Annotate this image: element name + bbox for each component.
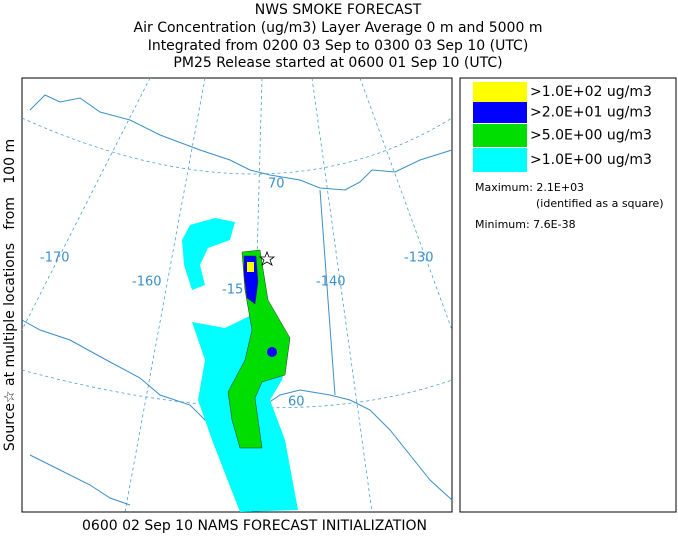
map-label: 70 <box>268 177 285 192</box>
legend-swatch <box>473 82 527 102</box>
map: -170 -160 -15 -140 -130 70 60 <box>21 77 453 513</box>
subtitle: Air Concentration (ug/m3) Layer Average … <box>134 20 543 36</box>
graticule <box>124 77 206 513</box>
legend: >1.0E+02 ug/m3 >2.0E+01 ug/m3 >5.0E+00 ug/… <box>459 77 677 513</box>
subtitle: Integrated from 0200 03 Sep to 0300 03 S… <box>148 38 529 54</box>
border <box>319 189 336 396</box>
legend-label: >1.0E+02 ug/m3 <box>530 84 652 100</box>
title: NWS SMOKE FORECAST <box>255 2 422 18</box>
legend-swatch <box>473 124 527 147</box>
map-label: -130 <box>404 251 434 266</box>
graticule <box>21 117 453 175</box>
graticule <box>359 77 453 331</box>
smoke-plume <box>182 218 235 290</box>
legend-label: >2.0E+01 ug/m3 <box>530 105 652 121</box>
coastline <box>29 94 453 191</box>
source-star <box>258 250 276 266</box>
map-label: -140 <box>316 275 346 290</box>
maximum-note: (identified as a square) <box>536 197 664 210</box>
coastline <box>29 454 131 506</box>
subtitle: PM25 Release started at 0600 01 Sep 10 (… <box>173 55 502 71</box>
map-label: 60 <box>288 395 305 410</box>
legend-label: >1.0E+00 ug/m3 <box>530 152 652 168</box>
maximum: Maximum: 2.1E+03 <box>475 181 584 194</box>
smoke-plume <box>247 262 254 272</box>
legend-label: >5.0E+00 ug/m3 <box>530 128 652 144</box>
graticule <box>311 77 373 513</box>
minimum: Minimum: 7.6E-38 <box>475 218 576 231</box>
smoke-plume <box>227 249 291 449</box>
graticule <box>21 77 151 331</box>
map-label: -15 <box>222 283 243 298</box>
map-label: -170 <box>40 251 70 266</box>
map-label: -160 <box>132 275 162 290</box>
footer: 0600 02 Sep 10 NAMS FORECAST INITIALIZAT… <box>82 518 427 534</box>
smoke-plume <box>267 347 277 357</box>
legend-swatch <box>473 148 527 172</box>
legend-swatch <box>473 102 527 123</box>
side-label: Source☆ at multiple locations from 100 m <box>2 139 18 451</box>
